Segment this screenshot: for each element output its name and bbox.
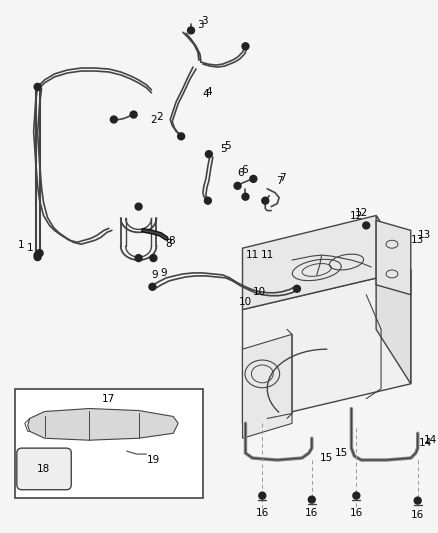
- Text: 7: 7: [279, 173, 286, 183]
- Polygon shape: [243, 334, 292, 438]
- Circle shape: [205, 151, 212, 158]
- Polygon shape: [376, 215, 411, 384]
- Text: 16: 16: [305, 508, 318, 519]
- Polygon shape: [376, 221, 411, 295]
- Circle shape: [242, 193, 249, 200]
- Text: 1: 1: [18, 240, 25, 250]
- Circle shape: [250, 175, 257, 182]
- Text: 16: 16: [411, 511, 424, 520]
- Text: 9: 9: [160, 268, 166, 278]
- Text: 12: 12: [354, 207, 367, 217]
- Polygon shape: [28, 408, 178, 440]
- Text: 8: 8: [165, 239, 172, 249]
- Circle shape: [34, 254, 41, 261]
- Text: 11: 11: [245, 250, 259, 260]
- Polygon shape: [243, 215, 411, 310]
- Text: 10: 10: [239, 297, 252, 306]
- Text: 6: 6: [241, 165, 248, 175]
- Circle shape: [149, 284, 156, 290]
- Text: 8: 8: [168, 236, 175, 246]
- Text: 13: 13: [418, 230, 431, 240]
- Polygon shape: [243, 270, 411, 423]
- Text: 3: 3: [198, 20, 204, 30]
- Text: 2: 2: [156, 111, 163, 122]
- Text: 14: 14: [419, 438, 432, 448]
- Circle shape: [178, 133, 184, 140]
- Text: 16: 16: [256, 508, 269, 519]
- Text: 1: 1: [26, 243, 33, 253]
- Circle shape: [150, 255, 157, 262]
- Text: 15: 15: [320, 453, 333, 463]
- Circle shape: [124, 451, 130, 457]
- Circle shape: [414, 497, 421, 504]
- Text: 9: 9: [152, 270, 158, 280]
- Text: 10: 10: [252, 287, 265, 297]
- Text: 3: 3: [201, 17, 208, 27]
- Text: 2: 2: [150, 115, 157, 125]
- Text: 4: 4: [206, 87, 212, 97]
- Text: 4: 4: [202, 89, 209, 99]
- Text: 7: 7: [276, 176, 283, 186]
- Text: 19: 19: [147, 455, 160, 465]
- Circle shape: [135, 255, 142, 262]
- Text: 5: 5: [224, 141, 230, 151]
- Text: 15: 15: [335, 448, 348, 458]
- Text: 18: 18: [37, 464, 50, 474]
- Circle shape: [308, 496, 315, 503]
- Circle shape: [293, 285, 300, 292]
- Circle shape: [110, 116, 117, 123]
- Circle shape: [34, 252, 41, 259]
- FancyBboxPatch shape: [17, 448, 71, 490]
- Circle shape: [242, 43, 249, 50]
- Circle shape: [130, 111, 137, 118]
- Circle shape: [353, 492, 360, 499]
- Circle shape: [234, 182, 241, 189]
- Circle shape: [205, 197, 211, 204]
- FancyBboxPatch shape: [15, 389, 203, 498]
- Circle shape: [262, 197, 269, 204]
- Text: 12: 12: [350, 211, 363, 221]
- Circle shape: [135, 203, 142, 210]
- Text: 11: 11: [261, 250, 274, 260]
- Text: 16: 16: [350, 508, 363, 519]
- Text: 17: 17: [102, 394, 116, 403]
- Text: 14: 14: [424, 435, 437, 445]
- Text: 6: 6: [237, 168, 244, 178]
- Circle shape: [34, 83, 41, 90]
- Circle shape: [363, 222, 370, 229]
- Circle shape: [187, 27, 194, 34]
- Circle shape: [259, 492, 266, 499]
- Text: 13: 13: [411, 235, 424, 245]
- Circle shape: [36, 249, 43, 256]
- Text: 5: 5: [220, 144, 227, 154]
